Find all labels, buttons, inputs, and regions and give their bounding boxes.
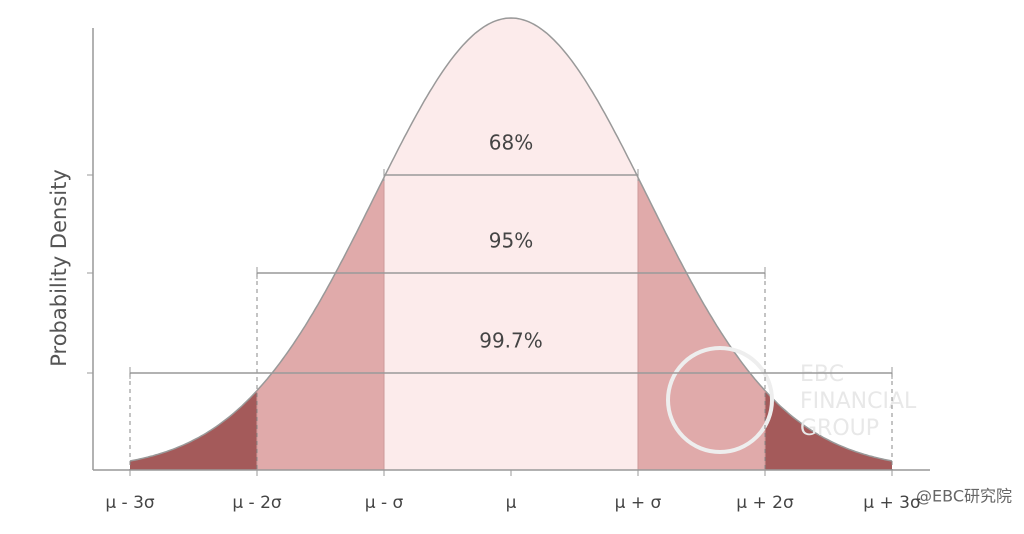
x-tick-label: μ + 2σ bbox=[736, 493, 794, 513]
x-tick-label: μ bbox=[506, 493, 517, 513]
region bbox=[130, 390, 257, 470]
x-tick-label: μ + 3σ bbox=[863, 493, 921, 513]
x-tick-label: μ - σ bbox=[365, 493, 404, 513]
watermark-text: FINANCIAL bbox=[800, 389, 917, 414]
region bbox=[765, 390, 892, 470]
interval-label: 99.7% bbox=[479, 329, 543, 353]
y-axis-label: Probability Density bbox=[47, 169, 71, 367]
x-tick-label: μ + σ bbox=[615, 493, 662, 513]
watermark: EBC FINANCIAL GROUP bbox=[666, 346, 917, 454]
watermark-logo bbox=[666, 346, 774, 454]
region bbox=[638, 177, 765, 470]
x-tick-label: μ - 2σ bbox=[232, 493, 282, 513]
credit: @EBC研究院 bbox=[916, 487, 1012, 506]
x-tick-label: μ - 3σ bbox=[105, 493, 155, 513]
region bbox=[257, 177, 384, 470]
watermark-text: EBC bbox=[800, 362, 844, 387]
watermark-text: GROUP bbox=[800, 416, 879, 441]
interval-label: 68% bbox=[489, 131, 533, 155]
interval-label: 95% bbox=[489, 229, 533, 253]
region bbox=[384, 18, 638, 470]
